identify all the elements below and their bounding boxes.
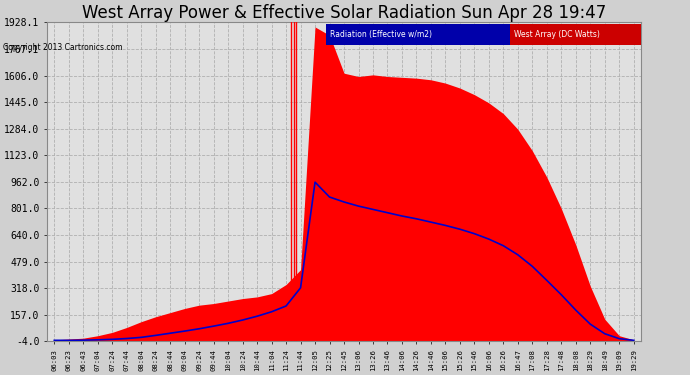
Text: Radiation (Effective w/m2): Radiation (Effective w/m2) (330, 30, 432, 39)
Title: West Array Power & Effective Solar Radiation Sun Apr 28 19:47: West Array Power & Effective Solar Radia… (82, 4, 606, 22)
Text: Copyright 2013 Cartronics.com: Copyright 2013 Cartronics.com (3, 43, 123, 52)
Text: West Array (DC Watts): West Array (DC Watts) (514, 30, 600, 39)
